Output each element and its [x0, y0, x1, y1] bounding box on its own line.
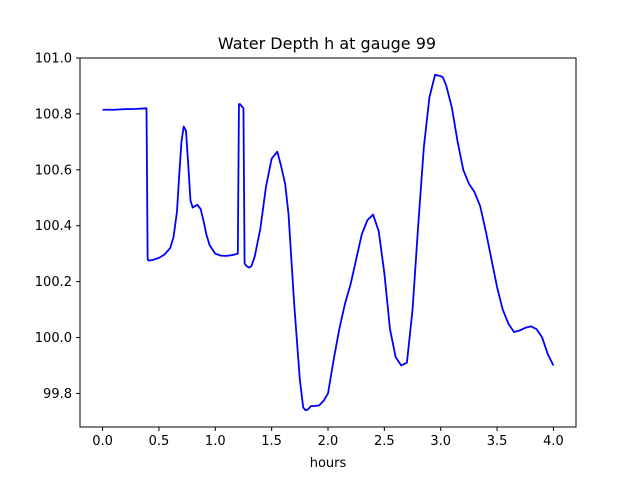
- y-tick-label: 100.8: [35, 107, 72, 122]
- y-tick-label: 99.8: [43, 387, 72, 402]
- plot-frame: [79, 57, 577, 428]
- x-tick-label: 0.0: [92, 434, 113, 449]
- plot-area: [79, 57, 577, 428]
- y-tick-label: 101.0: [35, 52, 72, 67]
- y-tick-label: 100.4: [35, 219, 72, 234]
- chart-title: Water Depth h at gauge 99: [218, 34, 436, 53]
- y-tick-label: 100.0: [35, 331, 72, 346]
- x-tick-label: 3.5: [487, 434, 508, 449]
- x-tick-label: 3.0: [430, 434, 451, 449]
- x-tick-label: 2.0: [318, 434, 339, 449]
- x-axis-label: hours: [310, 456, 347, 471]
- water-depth-line: [102, 73, 555, 412]
- x-axis: 0.0 0.5 1.0 1.5 2.0 2.5 3.0 3.5 4.0: [92, 427, 564, 449]
- x-tick-label: 4.0: [543, 434, 564, 449]
- y-axis: 99.8 100.0 100.2 100.4 100.6 100.8 101.0: [35, 52, 80, 402]
- y-tick-label: 100.2: [35, 275, 72, 290]
- x-tick-label: 2.5: [374, 434, 395, 449]
- x-tick-label: 1.5: [261, 434, 282, 449]
- y-tick-label: 100.6: [35, 163, 72, 178]
- x-tick-label: 1.0: [205, 434, 226, 449]
- x-tick-label: 0.5: [149, 434, 170, 449]
